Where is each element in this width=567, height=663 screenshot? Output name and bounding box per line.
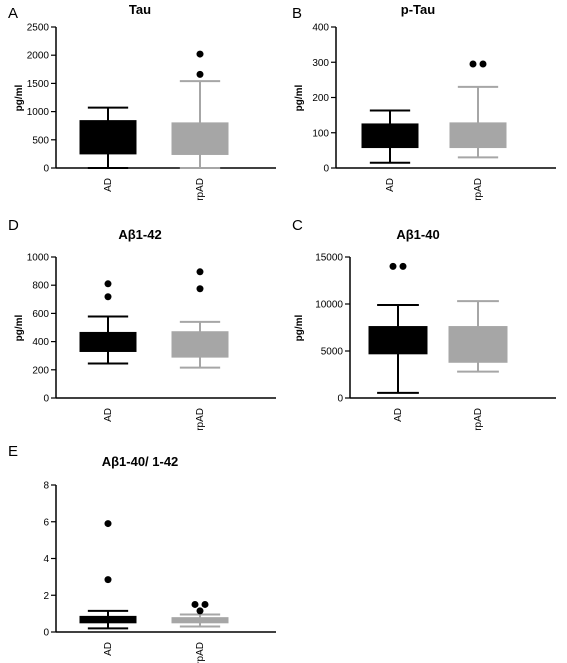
y-tick-label: 1000	[27, 107, 50, 118]
x-tick-label: rpAD	[195, 408, 206, 431]
outlier-point	[191, 600, 199, 608]
outlier-point	[104, 520, 112, 528]
panel-letter: C	[292, 217, 303, 234]
y-tick-label: 2500	[27, 23, 50, 34]
iqr-box	[79, 120, 137, 155]
y-tick-label: 100	[312, 128, 329, 139]
y-axis-label: pg/ml	[14, 84, 25, 111]
iqr-box	[368, 326, 428, 355]
outlier-point	[196, 268, 204, 276]
x-tick-label: rpAD	[195, 642, 206, 663]
x-tick-label: rpAD	[473, 408, 484, 431]
outlier-point	[196, 50, 204, 58]
y-tick-label: 2000	[27, 51, 50, 62]
outlier-point	[104, 293, 112, 301]
chart-title: p-Tau	[401, 2, 435, 17]
panel-letter: B	[292, 5, 302, 22]
box-rpad	[171, 268, 229, 369]
y-tick-label: 8	[43, 481, 49, 492]
chart-panel-d: D Aβ1-42 0 200 400 600 800 1000 pg/ml AD rpAD	[8, 217, 276, 431]
iqr-box	[448, 326, 508, 363]
iqr-box	[449, 122, 507, 149]
panel-letter: E	[8, 443, 18, 460]
outlier-point	[399, 262, 407, 270]
y-tick-label: 10000	[315, 300, 343, 311]
iqr-box	[171, 617, 229, 624]
x-tick-label: AD	[385, 178, 396, 192]
outlier-point	[469, 60, 477, 68]
box-ad	[361, 109, 419, 164]
y-tick-label: 600	[32, 309, 49, 320]
x-tick-label: rpAD	[195, 178, 206, 201]
box-ad	[79, 280, 137, 365]
chart-panel-c: C Aβ1-40 0 5000 10000 15000 pg/ml AD rpAD	[292, 217, 556, 431]
box-rpad	[448, 300, 508, 373]
y-tick-label: 0	[337, 394, 343, 405]
y-tick-label: 5000	[321, 347, 344, 358]
panel-letter: D	[8, 217, 19, 234]
y-tick-label: 0	[43, 394, 49, 405]
outlier-point	[196, 70, 204, 78]
outlier-point	[104, 280, 112, 288]
chart-title: Aβ1-40	[396, 227, 439, 242]
x-tick-label: rpAD	[473, 178, 484, 201]
y-tick-label: 4	[43, 554, 49, 565]
iqr-box	[171, 122, 229, 155]
box-ad	[368, 262, 428, 394]
outlier-point	[104, 576, 112, 584]
outlier-point	[389, 262, 397, 270]
outlier-point	[201, 600, 209, 608]
box-ad	[79, 106, 137, 169]
x-tick-label: AD	[393, 408, 404, 422]
outlier-point	[196, 285, 204, 293]
y-tick-label: 0	[323, 164, 329, 175]
y-axis-label: pg/ml	[294, 314, 305, 341]
y-tick-label: 1000	[27, 253, 50, 264]
y-tick-label: 2	[43, 591, 49, 602]
panel-letter: A	[8, 5, 18, 22]
y-tick-label: 800	[32, 281, 49, 292]
y-tick-label: 300	[312, 58, 329, 69]
x-tick-label: AD	[103, 642, 114, 656]
y-tick-label: 400	[32, 337, 49, 348]
y-axis-label: pg/ml	[294, 84, 305, 111]
y-tick-label: 200	[312, 93, 329, 104]
chart-title: Aβ1-42	[118, 227, 161, 242]
box-ad	[79, 520, 137, 630]
iqr-box	[171, 331, 229, 358]
y-tick-label: 400	[312, 23, 329, 34]
chart-panel-e: E Aβ1-40/ 1-42 0 2 4 6 8 AD rpAD	[8, 443, 276, 663]
chart-title: Tau	[129, 2, 151, 17]
outlier-point	[479, 60, 487, 68]
outlier-point	[196, 607, 204, 615]
box-rpad	[449, 60, 507, 159]
y-tick-label: 1500	[27, 79, 50, 90]
y-tick-label: 0	[43, 628, 49, 639]
chart-panel-a: A Tau 0 500 1000 1500 2000 2500 pg/ml AD rpAD	[8, 2, 276, 201]
chart-title: Aβ1-40/ 1-42	[102, 454, 179, 469]
iqr-box	[361, 123, 419, 149]
y-tick-label: 500	[32, 135, 49, 146]
y-tick-label: 0	[43, 164, 49, 175]
x-tick-label: AD	[103, 408, 114, 422]
x-tick-label: AD	[103, 178, 114, 192]
y-tick-label: 200	[32, 365, 49, 376]
box-rpad	[171, 50, 229, 169]
box-rpad	[171, 600, 229, 628]
y-axis-label: pg/ml	[14, 314, 25, 341]
y-tick-label: 6	[43, 517, 49, 528]
y-tick-label: 15000	[315, 253, 343, 264]
